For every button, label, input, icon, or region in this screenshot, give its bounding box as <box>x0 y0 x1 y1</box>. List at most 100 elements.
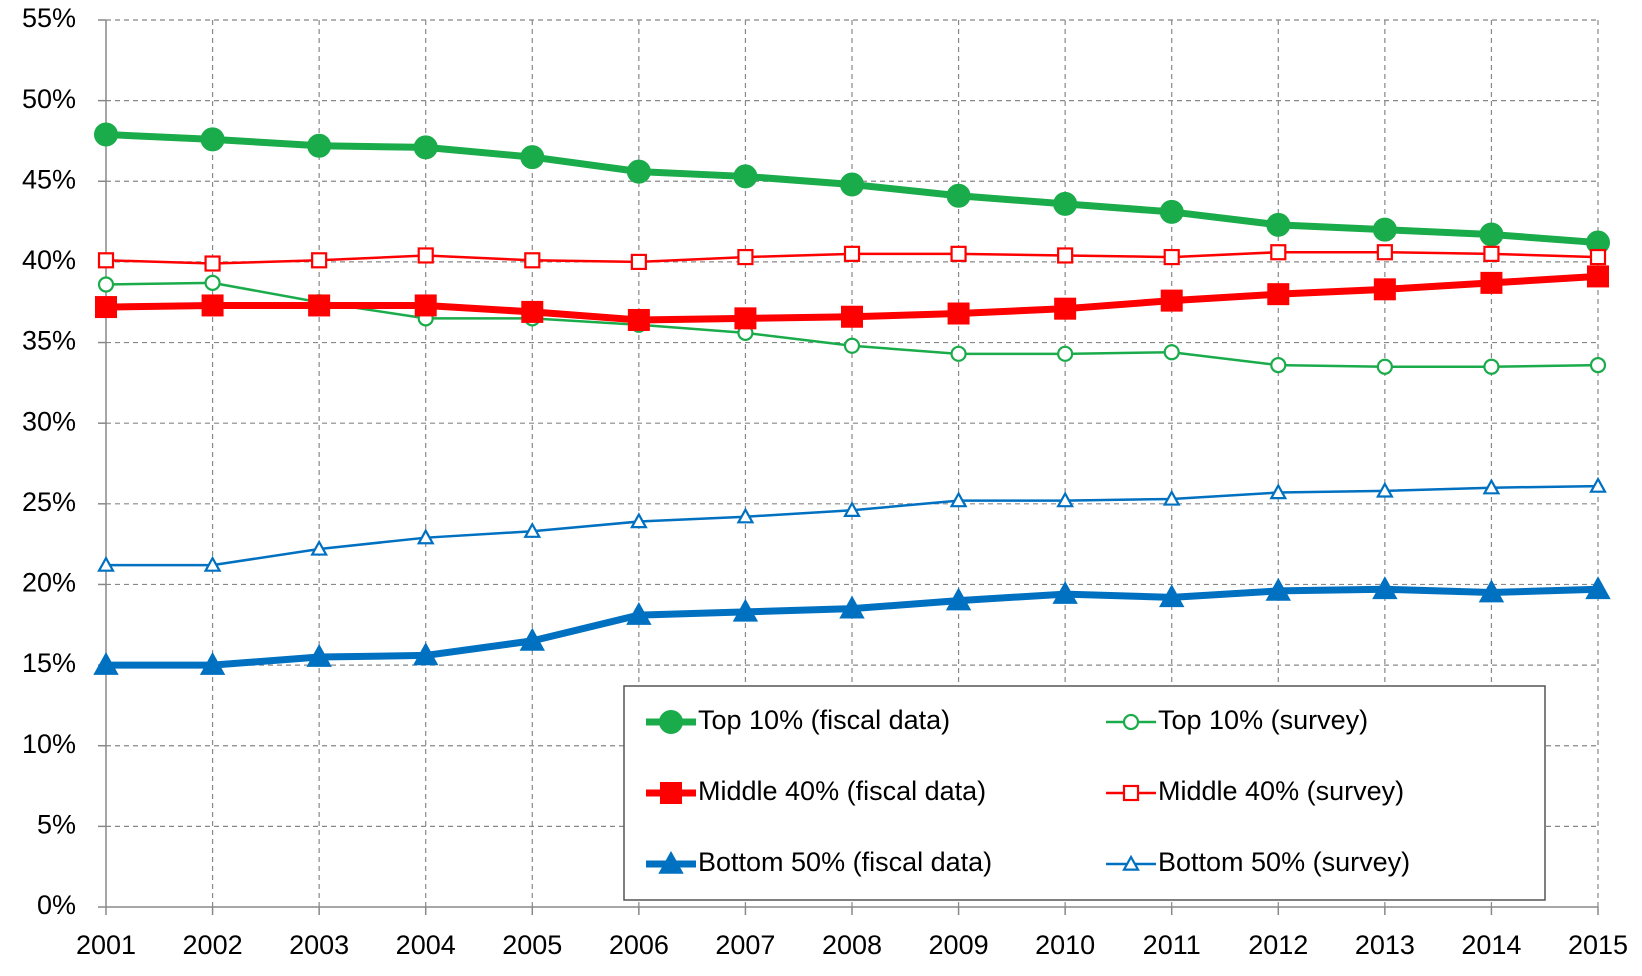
marker <box>1269 483 1288 500</box>
marker <box>1372 576 1398 600</box>
marker <box>417 247 434 264</box>
series <box>94 122 1610 255</box>
marker <box>945 587 972 611</box>
marker <box>521 300 544 323</box>
marker <box>1052 581 1078 604</box>
marker <box>413 642 439 666</box>
y-tick-label: 5% <box>37 809 76 839</box>
x-tick-label: 2012 <box>1248 930 1308 960</box>
x-tick-label: 2004 <box>396 930 456 960</box>
marker <box>308 294 331 317</box>
y-tick-label: 35% <box>22 326 76 356</box>
legend: Top 10% (fiscal data) Top 10% (survey) Mid… <box>623 685 1546 901</box>
y-tick-label: 45% <box>22 164 76 194</box>
marker <box>201 294 224 317</box>
y-tick-label: 40% <box>22 245 76 275</box>
x-tick-label: 2007 <box>715 930 775 960</box>
marker <box>1056 491 1075 508</box>
marker <box>97 555 115 572</box>
x-tick-label: 2009 <box>929 930 989 960</box>
marker <box>947 302 970 325</box>
marker <box>413 135 438 160</box>
marker <box>1266 212 1291 237</box>
marker <box>843 337 861 354</box>
marker <box>1160 289 1183 312</box>
series <box>95 265 1609 331</box>
legend-box <box>623 685 1546 901</box>
marker <box>307 133 332 158</box>
marker <box>660 782 682 804</box>
marker <box>1483 358 1500 375</box>
marker <box>1162 489 1181 506</box>
marker <box>1589 248 1607 266</box>
marker <box>1267 283 1290 306</box>
legend-label: Bottom 50% (fiscal data) <box>698 847 992 877</box>
marker <box>94 122 118 147</box>
marker <box>1589 357 1607 374</box>
y-tick-label: 30% <box>22 406 76 436</box>
marker <box>1589 476 1607 493</box>
marker <box>1270 357 1287 374</box>
marker <box>626 602 652 625</box>
y-tick-label: 55% <box>22 3 76 33</box>
marker <box>97 252 115 269</box>
x-tick-label: 2008 <box>822 930 882 960</box>
marker <box>1478 579 1505 603</box>
legend-label: Top 10% (survey) <box>1158 705 1368 735</box>
marker <box>203 555 222 572</box>
marker <box>839 595 865 619</box>
marker <box>1159 199 1184 224</box>
marker <box>199 652 226 675</box>
marker <box>840 172 864 197</box>
marker <box>1373 278 1396 301</box>
series <box>97 476 1607 572</box>
marker <box>1053 191 1078 216</box>
marker <box>950 345 967 362</box>
marker <box>1482 478 1501 495</box>
marker <box>311 252 328 269</box>
series <box>93 576 1611 675</box>
marker <box>1480 271 1503 294</box>
x-tick-label: 2014 <box>1461 930 1521 960</box>
x-tick-label: 2006 <box>609 930 669 960</box>
x-tick-label: 2013 <box>1355 930 1415 960</box>
marker <box>1159 584 1185 608</box>
marker <box>520 145 545 170</box>
x-tick-label: 2003 <box>289 930 349 960</box>
marker <box>950 245 967 262</box>
x-tick-label: 2001 <box>76 930 136 960</box>
marker <box>1163 248 1180 266</box>
y-tick-label: 15% <box>22 648 76 678</box>
marker <box>204 274 221 291</box>
marker <box>630 253 647 271</box>
marker <box>841 305 863 328</box>
marker <box>306 643 332 667</box>
marker <box>734 307 757 330</box>
legend-label: Middle 40% (survey) <box>1158 776 1404 806</box>
x-tick-label: 2005 <box>502 930 562 960</box>
marker <box>659 710 683 734</box>
marker <box>416 528 435 545</box>
marker <box>1479 222 1504 247</box>
marker <box>1265 577 1291 601</box>
marker <box>310 539 329 556</box>
marker <box>626 159 651 184</box>
marker <box>737 248 754 266</box>
marker <box>732 598 759 622</box>
marker <box>843 245 861 262</box>
legend-label: Bottom 50% (survey) <box>1158 847 1410 877</box>
marker <box>95 296 117 319</box>
marker <box>1587 265 1609 288</box>
marker <box>1057 345 1074 362</box>
marker <box>524 252 541 269</box>
x-tick-label: 2010 <box>1035 930 1095 960</box>
marker <box>658 850 684 874</box>
y-tick-label: 25% <box>22 487 76 517</box>
y-tick-label: 10% <box>22 729 76 759</box>
marker <box>1376 358 1393 375</box>
marker <box>1483 245 1500 262</box>
marker <box>1122 854 1140 871</box>
marker <box>1057 247 1074 264</box>
series <box>97 244 1607 272</box>
